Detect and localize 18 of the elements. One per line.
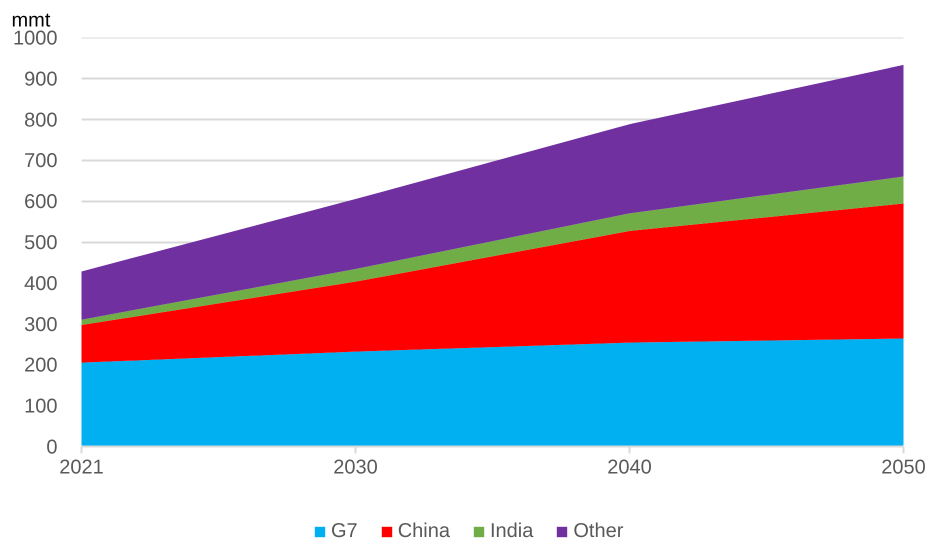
y-tick-label: 800 [24, 109, 58, 132]
legend-label: India [490, 520, 534, 543]
y-tick-label: 400 [24, 272, 58, 295]
legend-label: China [398, 520, 450, 543]
y-tick-label: 700 [24, 150, 58, 172]
legend-label: Other [573, 520, 624, 543]
y-tick-label: 100 [24, 396, 58, 418]
y-tick-label: 300 [24, 314, 58, 336]
y-tick-label: 0 [46, 436, 58, 458]
legend-label: G7 [331, 520, 358, 543]
y-tick-label: 500 [24, 232, 58, 254]
x-tick-label: 2030 [333, 456, 378, 478]
x-tick-label: 2021 [59, 456, 104, 478]
x-tick-label: 2050 [881, 456, 926, 478]
y-tick-label: 600 [24, 191, 58, 214]
y-tick-label: 200 [24, 354, 58, 377]
y-tick-label: 900 [24, 68, 58, 90]
x-tick-label: 2040 [607, 456, 652, 478]
